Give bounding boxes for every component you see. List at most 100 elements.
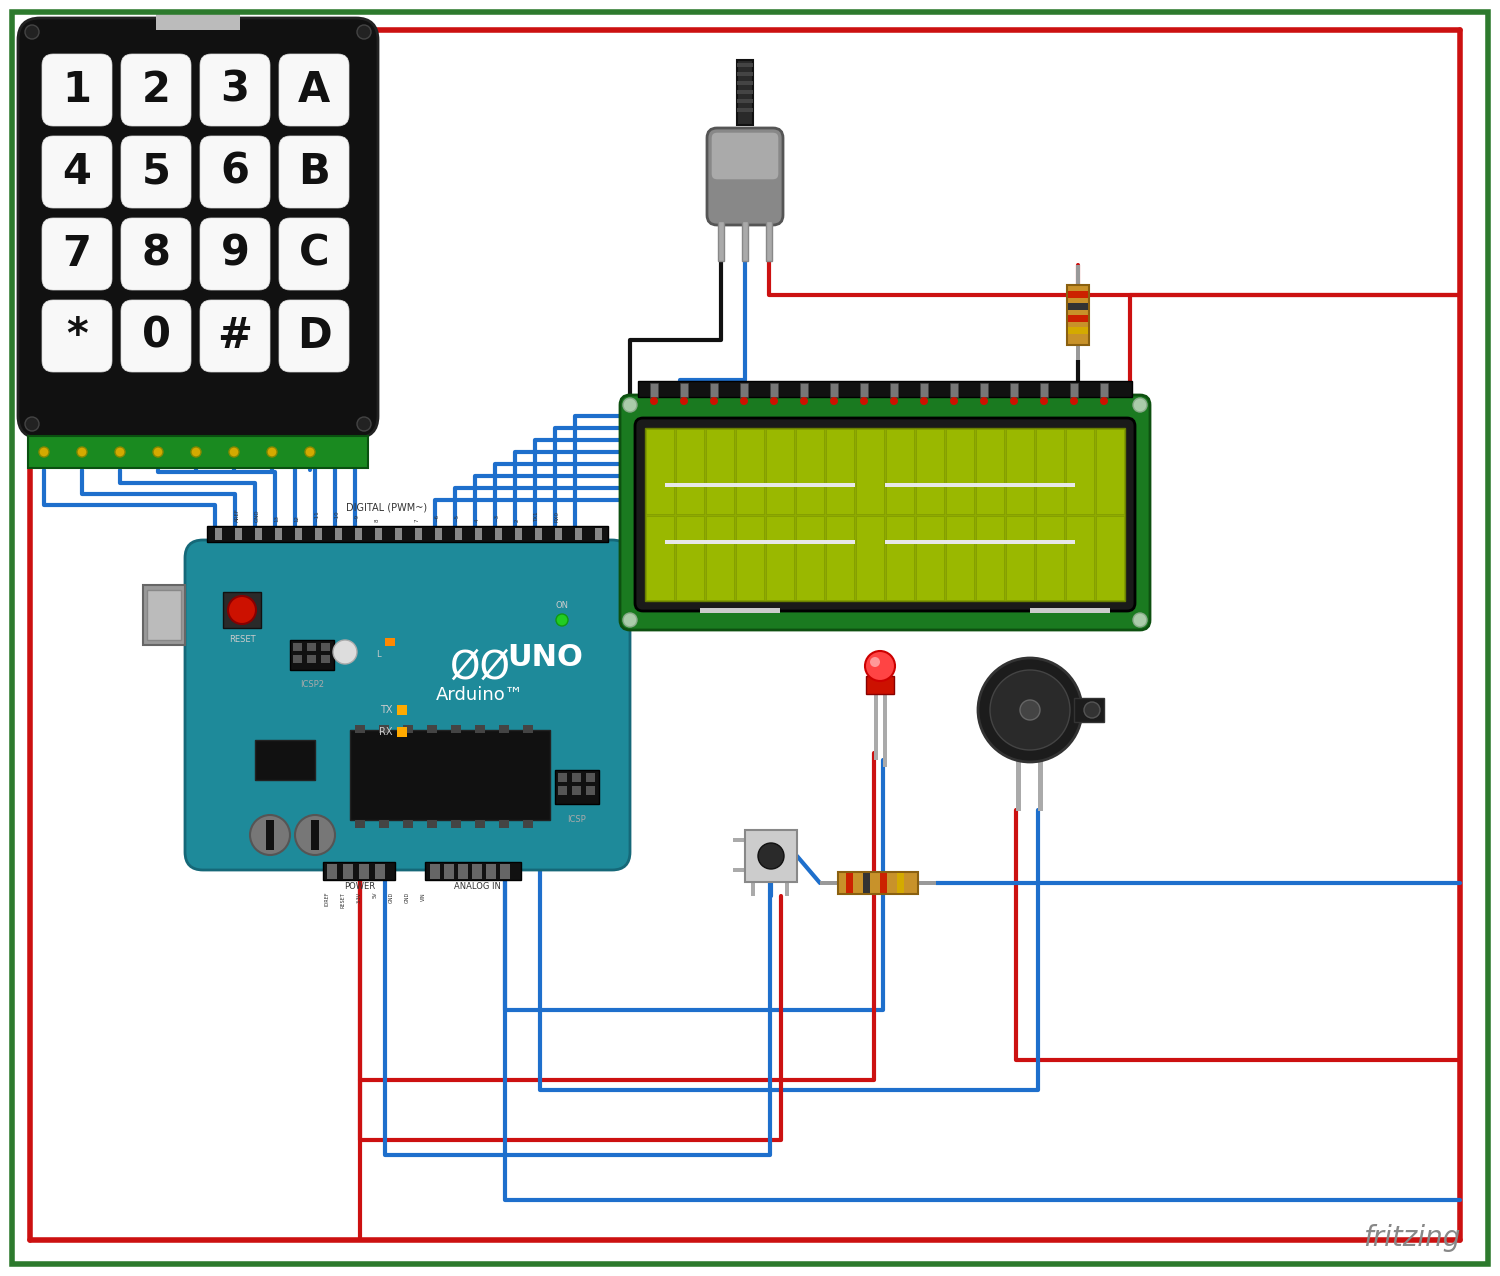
Text: 4: 4 <box>474 518 480 522</box>
Bar <box>646 429 674 513</box>
Bar <box>796 429 824 513</box>
Bar <box>1076 345 1080 360</box>
Text: 7: 7 <box>63 234 92 276</box>
Text: 4: 4 <box>63 151 92 193</box>
Text: AREF: AREF <box>234 508 240 522</box>
Text: ON: ON <box>555 601 568 610</box>
Circle shape <box>153 447 164 457</box>
FancyBboxPatch shape <box>279 54 350 126</box>
Text: 8: 8 <box>141 234 171 276</box>
Circle shape <box>800 397 808 404</box>
Circle shape <box>710 397 718 404</box>
Bar <box>555 769 598 804</box>
Bar <box>290 641 334 670</box>
Circle shape <box>357 26 370 40</box>
Text: ICSP2: ICSP2 <box>300 680 324 689</box>
Bar <box>558 773 567 782</box>
Text: DIGITAL (PWM~): DIGITAL (PWM~) <box>346 501 427 512</box>
Bar <box>980 383 988 397</box>
Bar <box>416 528 422 540</box>
Text: ANALOG IN: ANALOG IN <box>453 882 501 891</box>
Bar <box>500 864 510 879</box>
Bar <box>375 864 386 879</box>
Bar <box>572 773 580 782</box>
Bar <box>486 864 496 879</box>
Bar <box>950 383 958 397</box>
Circle shape <box>990 670 1070 750</box>
Bar <box>646 516 674 600</box>
Text: 0: 0 <box>141 315 171 357</box>
Bar <box>752 882 754 896</box>
Bar <box>472 864 482 879</box>
Bar <box>315 528 322 540</box>
Bar <box>886 429 914 513</box>
Bar <box>236 528 242 540</box>
Circle shape <box>116 447 124 457</box>
Bar <box>404 820 412 828</box>
Bar <box>664 482 855 486</box>
Bar <box>452 725 460 732</box>
Circle shape <box>770 397 778 404</box>
Bar <box>897 873 904 893</box>
Circle shape <box>830 397 839 404</box>
Bar <box>706 429 734 513</box>
Bar <box>224 592 261 628</box>
Bar <box>524 820 532 828</box>
Bar <box>558 786 567 795</box>
Bar <box>495 528 502 540</box>
Bar <box>1076 265 1080 285</box>
Bar <box>322 863 394 880</box>
Text: RX0: RX0 <box>555 510 560 522</box>
Circle shape <box>865 651 895 681</box>
Circle shape <box>622 398 638 412</box>
Bar <box>321 643 330 651</box>
Bar <box>147 590 182 641</box>
Bar <box>404 725 412 732</box>
Text: 12: 12 <box>294 516 300 522</box>
Bar <box>874 694 878 760</box>
Circle shape <box>1132 612 1148 627</box>
Bar <box>476 820 484 828</box>
Circle shape <box>978 658 1082 762</box>
Text: 2: 2 <box>141 69 171 111</box>
Text: ~3: ~3 <box>495 514 500 522</box>
Bar <box>500 820 508 828</box>
Bar <box>865 676 894 694</box>
Text: 5: 5 <box>141 151 171 193</box>
Bar <box>524 725 532 732</box>
Bar <box>214 528 222 540</box>
Text: GND: GND <box>255 509 260 522</box>
Circle shape <box>758 843 784 869</box>
Bar <box>28 436 368 468</box>
Circle shape <box>1084 702 1100 718</box>
Circle shape <box>26 417 39 431</box>
Text: Arduino™: Arduino™ <box>436 686 524 704</box>
Text: ~10: ~10 <box>334 510 339 522</box>
Bar <box>830 383 839 397</box>
Bar <box>734 838 746 842</box>
Bar <box>327 864 338 879</box>
Text: 8: 8 <box>375 518 380 522</box>
Bar <box>946 516 974 600</box>
Circle shape <box>740 397 748 404</box>
Bar <box>394 528 402 540</box>
Bar <box>1007 429 1034 513</box>
Bar <box>638 382 1132 397</box>
Bar <box>1007 516 1034 600</box>
Bar <box>700 607 780 612</box>
Text: ~5: ~5 <box>454 514 459 522</box>
Bar <box>586 773 596 782</box>
FancyBboxPatch shape <box>184 540 630 870</box>
Bar <box>1036 516 1064 600</box>
Bar <box>500 725 508 732</box>
Text: UNO: UNO <box>507 643 584 672</box>
Bar <box>1070 383 1078 397</box>
Text: 5V: 5V <box>372 892 378 898</box>
Text: 7: 7 <box>414 518 420 522</box>
Bar <box>1068 315 1088 322</box>
Circle shape <box>622 612 638 627</box>
FancyBboxPatch shape <box>42 137 112 208</box>
Bar <box>274 528 282 540</box>
Circle shape <box>650 397 658 404</box>
Bar <box>476 725 484 732</box>
